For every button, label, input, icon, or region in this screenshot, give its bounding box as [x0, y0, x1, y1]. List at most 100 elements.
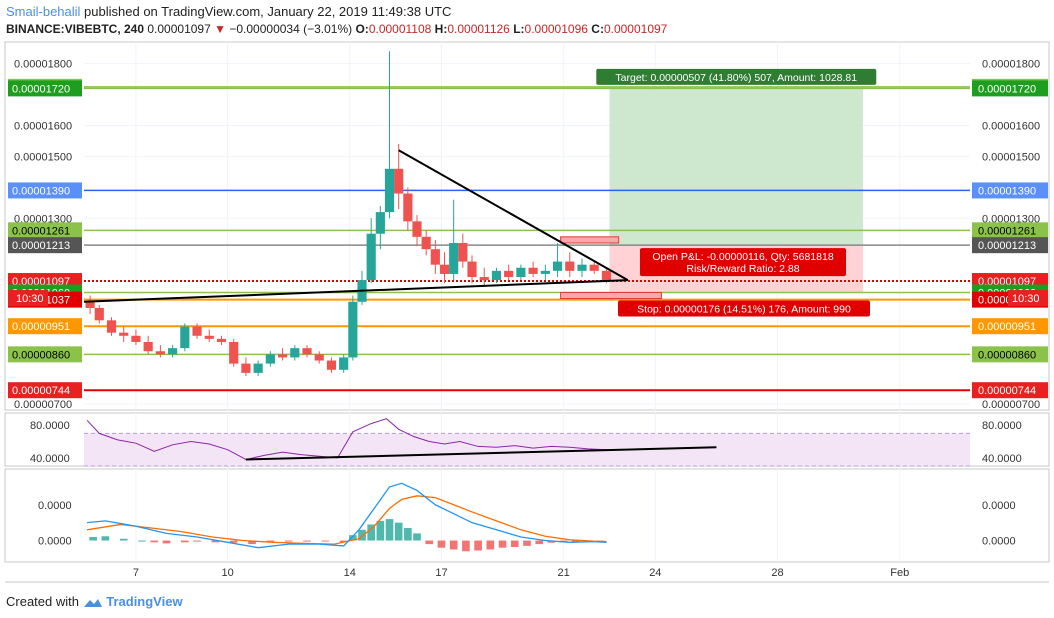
- level-tag-left: [8, 80, 82, 97]
- rsi-band: [84, 433, 970, 466]
- change-value: −0.00000034 (−3.01%): [229, 22, 353, 36]
- macd-histogram-bar: [181, 540, 189, 543]
- price-tick-left: 0.00000700: [14, 399, 72, 411]
- candle-body: [253, 363, 263, 373]
- macd-histogram-bar: [358, 529, 366, 541]
- price-tick-left: 0.00001600: [14, 120, 72, 132]
- time-tick-label: 7: [133, 567, 139, 579]
- level-tag-left: [8, 346, 82, 363]
- macd-histogram-bar: [474, 540, 482, 551]
- symbol-label: BINANCE:VIBEBTC, 240: [6, 22, 145, 36]
- macd-histogram-bar: [449, 540, 458, 550]
- candle-body: [143, 341, 153, 352]
- level-tag-left: [8, 237, 82, 254]
- level-tag-right: [972, 237, 1048, 254]
- macd-tick-right: 0.0000: [982, 536, 1016, 548]
- macd-histogram-bar: [211, 540, 220, 543]
- macd-histogram-bar: [572, 540, 580, 542]
- candle-body: [216, 338, 227, 342]
- macd-histogram-bar: [486, 540, 495, 550]
- level-tag-left-text: 0.00001720: [12, 83, 70, 95]
- candle-body: [265, 354, 275, 364]
- chart-publish-header: Smail-behalil published on TradingView.c…: [6, 4, 451, 19]
- macd-histogram-bar: [119, 538, 128, 541]
- target-label: Target: 0.00000507 (41.80%) 507, Amount:…: [615, 72, 857, 84]
- tradingview-logo-icon: [83, 598, 102, 607]
- price-tick-left: 0.00001300: [14, 213, 72, 225]
- level-tag-right: [972, 80, 1048, 97]
- price-tick-right: 0.00001600: [982, 120, 1040, 132]
- macd-tick-left: 0.0000: [38, 536, 72, 548]
- macd-histogram-bar: [138, 540, 146, 542]
- author-link[interactable]: Smail-behalil: [6, 4, 81, 19]
- trend-line: [83, 279, 628, 303]
- candle-body: [302, 348, 312, 355]
- level-tag-right-text: 0.00001213: [978, 240, 1036, 252]
- footer: Created with TradingView: [6, 594, 183, 609]
- rsi-trend-line: [245, 446, 717, 461]
- time-tick-label: 24: [649, 567, 661, 579]
- time-tick-label: 14: [344, 567, 356, 579]
- candle-body: [552, 261, 563, 271]
- candle-body: [229, 341, 239, 364]
- created-with-text: Created with: [6, 594, 79, 609]
- candle-body: [94, 307, 104, 321]
- candle-body: [204, 335, 214, 339]
- candle-body: [412, 221, 422, 237]
- time-tick-label: 17: [435, 567, 447, 579]
- candle-body: [241, 363, 251, 373]
- candle-body: [314, 354, 324, 361]
- highlight-box: [560, 291, 662, 299]
- published-text: published on TradingView.com, January 22…: [84, 4, 452, 19]
- stop-label: Stop: 0.00000176 (14.51%) 176, Amount: 9…: [637, 303, 851, 315]
- candle-body: [348, 301, 358, 358]
- candle-body: [180, 326, 190, 349]
- candle-body: [577, 264, 587, 271]
- candle-body: [601, 270, 612, 282]
- close-label: C:: [591, 22, 604, 36]
- macd-histogram-bar: [376, 520, 385, 541]
- level-tag-left-text: 0.00000860: [12, 349, 70, 361]
- candle-body: [589, 264, 599, 271]
- level-tag-right: [972, 382, 1048, 399]
- macd-histogram-bar: [404, 528, 412, 541]
- open-value: 0.00001108: [368, 22, 432, 36]
- last-price: 0.00001097: [147, 22, 211, 36]
- candle-body: [565, 261, 575, 271]
- high-label: H:: [434, 22, 448, 36]
- macd-histogram-bar: [385, 519, 394, 541]
- candle-body: [384, 168, 395, 213]
- change-arrow-icon: ▼: [214, 22, 227, 36]
- candle-body: [421, 236, 431, 250]
- level-tag-right-text: 0.00001390: [978, 185, 1036, 197]
- macd-pane-frame: [4, 468, 1050, 563]
- macd-histogram-bar: [162, 540, 171, 544]
- macd-histogram-bar: [101, 536, 110, 541]
- candle-body: [131, 335, 141, 342]
- candle-body: [290, 348, 300, 358]
- level-tag-right-text: 0.00001261: [978, 225, 1036, 237]
- price-tick-left: 0.00001800: [14, 59, 72, 71]
- countdown-tag-left-text: 10:30: [16, 293, 44, 305]
- low-label: L:: [513, 22, 525, 36]
- macd-histogram-bar: [413, 533, 421, 541]
- macd-histogram-bar: [349, 535, 357, 541]
- candle-body: [540, 270, 550, 274]
- candle-body: [467, 261, 477, 278]
- macd-histogram-bar: [284, 540, 293, 542]
- candle-body: [278, 354, 288, 358]
- candle-body: [366, 233, 376, 281]
- level-tag-right-text: 0.00000744: [978, 385, 1036, 397]
- tradingview-brand-link[interactable]: TradingView: [106, 594, 183, 609]
- candle-body: [449, 243, 459, 274]
- macd-histogram-bar: [437, 540, 446, 548]
- time-tick-label: 21: [558, 567, 570, 579]
- candle-body: [168, 348, 178, 355]
- countdown-tag-right-text: 10:30: [1012, 293, 1040, 305]
- price-tick-right: 0.00001800: [982, 59, 1040, 71]
- macd-histogram-bar: [510, 540, 519, 547]
- level-tag-left-text: 0.00000744: [12, 385, 70, 397]
- macd-histogram-bar: [248, 540, 256, 545]
- highlight-box: [560, 236, 620, 244]
